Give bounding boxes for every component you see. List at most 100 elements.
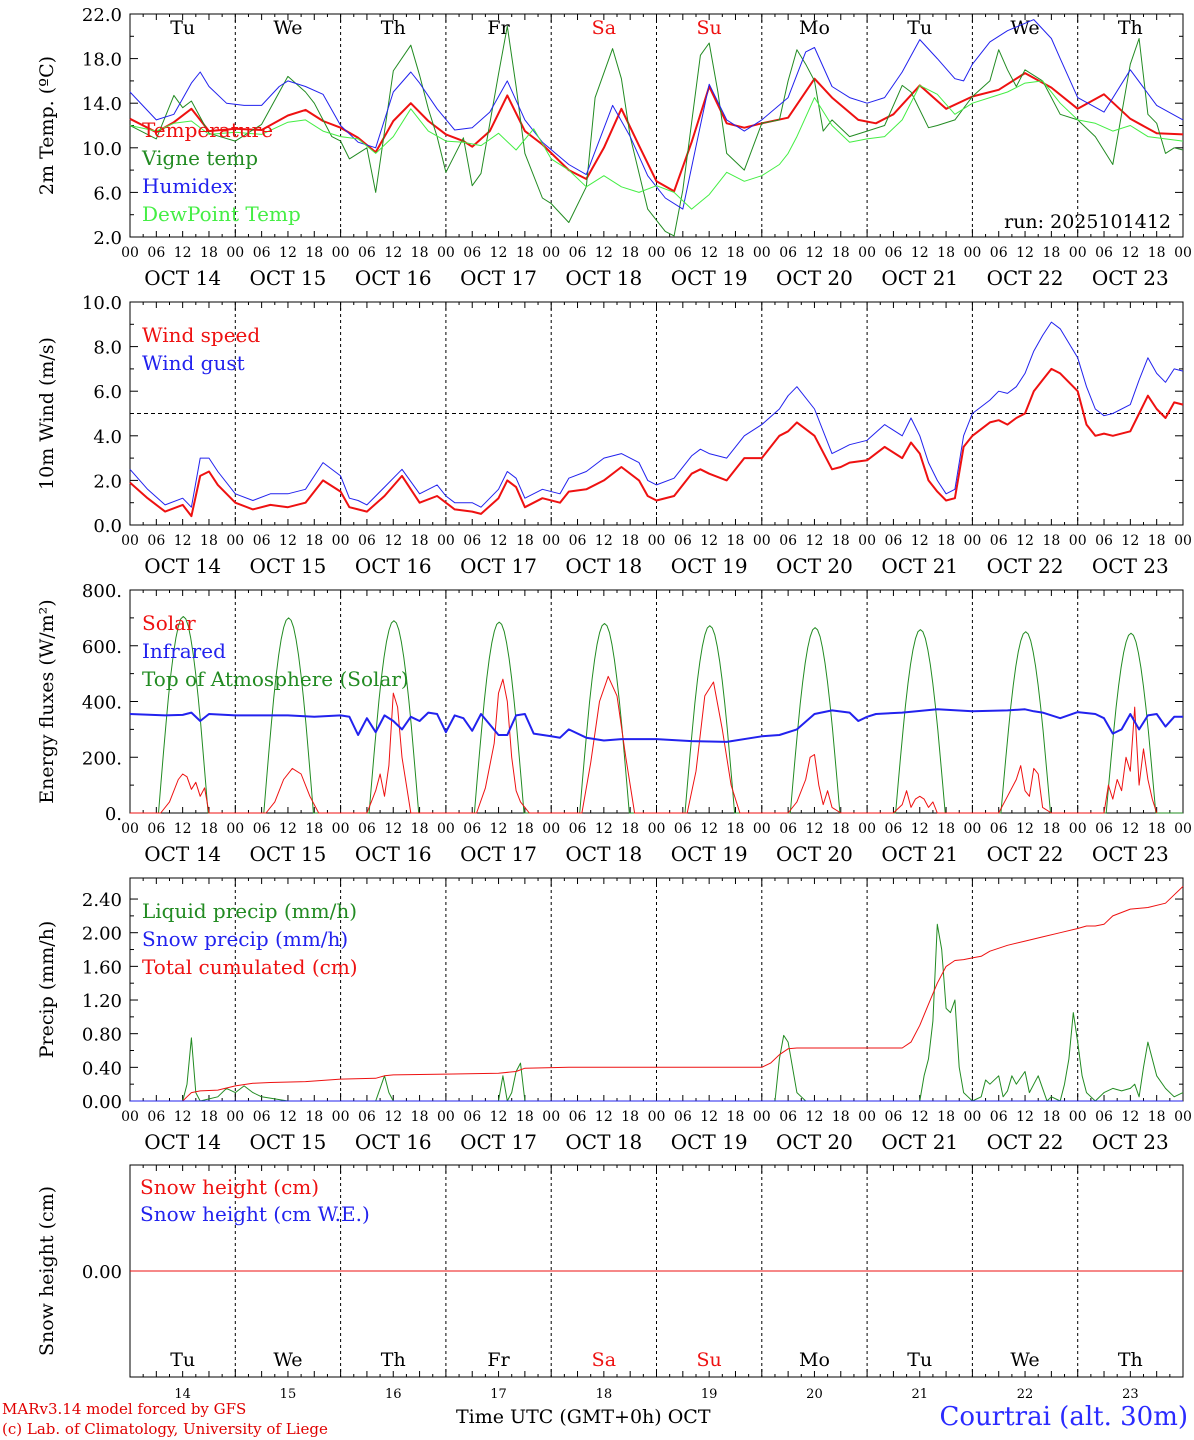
x-hour-label: 06 [674,1109,692,1125]
y-tick-label: 14.0 [82,94,122,115]
x-hour-label: 18 [1148,1109,1166,1125]
legend-entry: Snow precip (mm/h) [142,927,348,951]
x-hour-label: 18 [832,533,850,549]
x-hour-label: 12 [1016,533,1034,549]
series-line-total-cumulated-cm- [130,886,1184,1102]
x-hour-label: 00 [332,245,350,261]
x-date-label: OCT 14 [144,1130,221,1154]
x-hour-label: 18 [411,1109,429,1125]
x-date-label: OCT 16 [355,842,432,866]
day-of-week-label: Tu [907,1349,932,1371]
x-hour-label: 12 [1016,821,1034,837]
x-hour-label: 12 [174,245,192,261]
day-of-week-label: Mo [799,1349,830,1371]
day-of-week-label: Fr [487,1349,510,1371]
x-hour-label: 00 [226,1109,244,1125]
x-hour-label: 00 [542,821,560,837]
x-hour-label: 00 [753,1109,771,1125]
x-hour-label: 12 [595,1109,613,1125]
x-hour-label: 12 [700,533,718,549]
y-tick-label: 8.0 [93,338,122,359]
x-hour-label: 06 [147,533,165,549]
day-of-week-label: Tu [170,17,195,39]
x-date-label: OCT 21 [881,842,958,866]
x-hour-label: 12 [1121,245,1139,261]
x-date-label: OCT 19 [671,842,748,866]
y-tick-label: 800. [82,581,122,602]
x-hour-label: 18 [937,533,955,549]
time-axis-title: Time UTC (GMT+0h) OCT [456,1406,711,1428]
x-hour-label: 06 [1095,245,1113,261]
y-tick-label: 600. [82,637,122,658]
x-hour-label: 00 [1069,245,1087,261]
legend-entry: Solar [142,611,196,635]
bottom-day-number: 17 [490,1387,507,1402]
day-of-week-label: Mo [799,17,830,39]
y-tick-label: 10.0 [82,293,122,314]
x-date-label: OCT 23 [1092,554,1169,578]
x-hour-label: 06 [358,1109,376,1125]
x-hour-label: 18 [305,245,323,261]
x-hour-label: 00 [121,245,139,261]
y-axis-label: Snow height (cm) [36,1186,58,1356]
y-tick-label: 200. [82,748,122,769]
y-tick-label: 2.0 [93,228,122,249]
x-hour-label: 06 [463,533,481,549]
x-hour-label: 18 [411,533,429,549]
x-hour-label: 00 [648,533,666,549]
x-hour-label: 18 [1042,821,1060,837]
legend-entry: Humidex [142,174,234,198]
x-date-label: OCT 22 [987,1130,1064,1154]
y-axis-label: 10m Wind (m/s) [36,337,58,490]
x-date-label: OCT 22 [987,266,1064,290]
series-line-dewpoint-temp [129,80,1184,210]
x-date-label: OCT 19 [671,554,748,578]
series-line-infrared [129,708,1183,743]
x-hour-label: 00 [226,245,244,261]
series-line-vigne-temp [129,25,1184,237]
x-hour-label: 00 [648,821,666,837]
x-date-label: OCT 14 [144,842,221,866]
x-date-label: OCT 18 [565,266,642,290]
x-hour-label: 12 [806,245,824,261]
x-date-label: OCT 17 [460,554,537,578]
y-tick-label: 0.00 [82,1262,122,1283]
legend-entry: Snow height (cm W.E.) [140,1202,370,1226]
x-hour-label: 00 [121,533,139,549]
series-line-humidex [129,19,1184,210]
x-hour-label: 00 [963,821,981,837]
x-hour-label: 18 [200,533,218,549]
x-hour-label: 06 [674,245,692,261]
panel-frame-flux [129,589,1184,814]
x-date-label: OCT 23 [1092,266,1169,290]
legend-entry: Top of Atmosphere (Solar) [142,667,409,691]
x-date-label: OCT 15 [250,266,327,290]
day-of-week-label: Th [381,17,406,39]
x-date-label: OCT 17 [460,1130,537,1154]
x-hour-label: 12 [911,245,929,261]
x-hour-label: 12 [806,533,824,549]
run-label: run: 2025101412 [1004,211,1171,233]
x-hour-label: 06 [253,245,271,261]
legend-entry: Vigne temp [141,146,258,170]
y-axis-label: Energy fluxes (W/m²) [36,599,58,803]
x-hour-label: 00 [542,1109,560,1125]
x-hour-label: 06 [779,245,797,261]
y-tick-label: 0.00 [82,1092,122,1113]
x-hour-label: 00 [1069,1109,1087,1125]
x-hour-label: 18 [937,245,955,261]
x-hour-label: 12 [384,1109,402,1125]
bottom-day-number: 19 [701,1387,718,1402]
x-hour-label: 00 [963,1109,981,1125]
x-hour-label: 12 [174,533,192,549]
y-tick-label: 400. [82,693,122,714]
bottom-day-number: 22 [1017,1387,1034,1402]
x-hour-label: 12 [595,245,613,261]
x-hour-label: 00 [858,821,876,837]
x-hour-label: 12 [595,533,613,549]
x-hour-label: 00 [437,245,455,261]
day-of-week-label: Tu [170,1349,195,1371]
x-hour-label: 18 [621,821,639,837]
bottom-day-number: 15 [280,1387,297,1402]
x-hour-label: 12 [700,245,718,261]
